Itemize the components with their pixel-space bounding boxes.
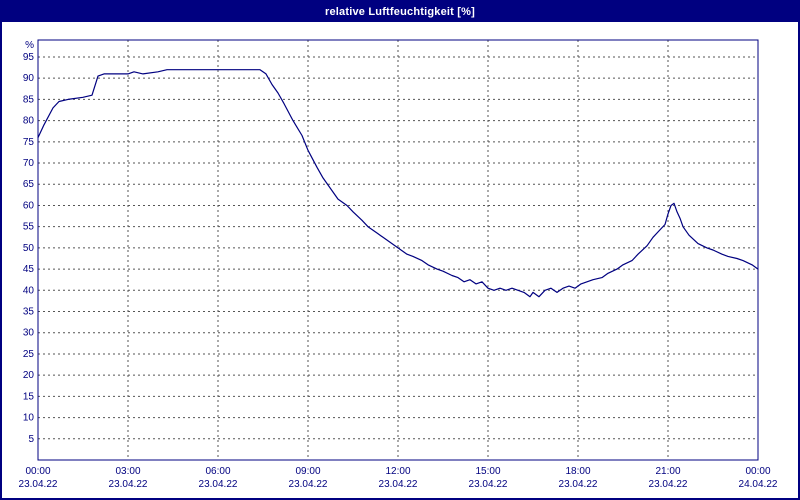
title-bar: relative Luftfeuchtigkeit [%] [2,2,798,22]
svg-text:80: 80 [23,116,35,127]
svg-text:10: 10 [23,413,35,424]
svg-text:45: 45 [23,264,35,275]
svg-text:15:00: 15:00 [475,466,500,477]
svg-text:03:00: 03:00 [115,466,140,477]
svg-text:20: 20 [23,370,35,381]
svg-text:25: 25 [23,349,35,360]
svg-text:00:00: 00:00 [25,466,50,477]
chart-title: relative Luftfeuchtigkeit [%] [324,6,476,18]
svg-text:60: 60 [23,200,35,211]
svg-text:50: 50 [23,243,35,254]
svg-text:00:00: 00:00 [745,466,770,477]
svg-text:65: 65 [23,179,35,190]
svg-text:23.04.22: 23.04.22 [199,479,238,490]
svg-text:23.04.22: 23.04.22 [649,479,688,490]
svg-text:55: 55 [23,222,35,233]
svg-text:24.04.22: 24.04.22 [739,479,778,490]
svg-text:23.04.22: 23.04.22 [109,479,148,490]
svg-text:5: 5 [28,434,34,445]
svg-text:75: 75 [23,137,35,148]
svg-text:21:00: 21:00 [655,466,680,477]
svg-text:90: 90 [23,73,35,84]
svg-text:09:00: 09:00 [295,466,320,477]
svg-text:%: % [25,40,34,51]
svg-text:30: 30 [23,328,35,339]
svg-text:70: 70 [23,158,35,169]
svg-text:95: 95 [23,52,35,63]
svg-text:35: 35 [23,307,35,318]
svg-text:06:00: 06:00 [205,466,230,477]
svg-text:23.04.22: 23.04.22 [469,479,508,490]
svg-text:18:00: 18:00 [565,466,590,477]
svg-text:23.04.22: 23.04.22 [559,479,598,490]
svg-text:85: 85 [23,94,35,105]
svg-text:23.04.22: 23.04.22 [289,479,328,490]
svg-text:40: 40 [23,285,35,296]
svg-text:23.04.22: 23.04.22 [19,479,58,490]
svg-text:23.04.22: 23.04.22 [379,479,418,490]
svg-text:12:00: 12:00 [385,466,410,477]
humidity-line-chart: 5 10 15 20 25 30 35 40 45 50 55 60 65 70 75 80 85 90 95% 00… [19,39,778,490]
svg-text:15: 15 [23,391,35,402]
